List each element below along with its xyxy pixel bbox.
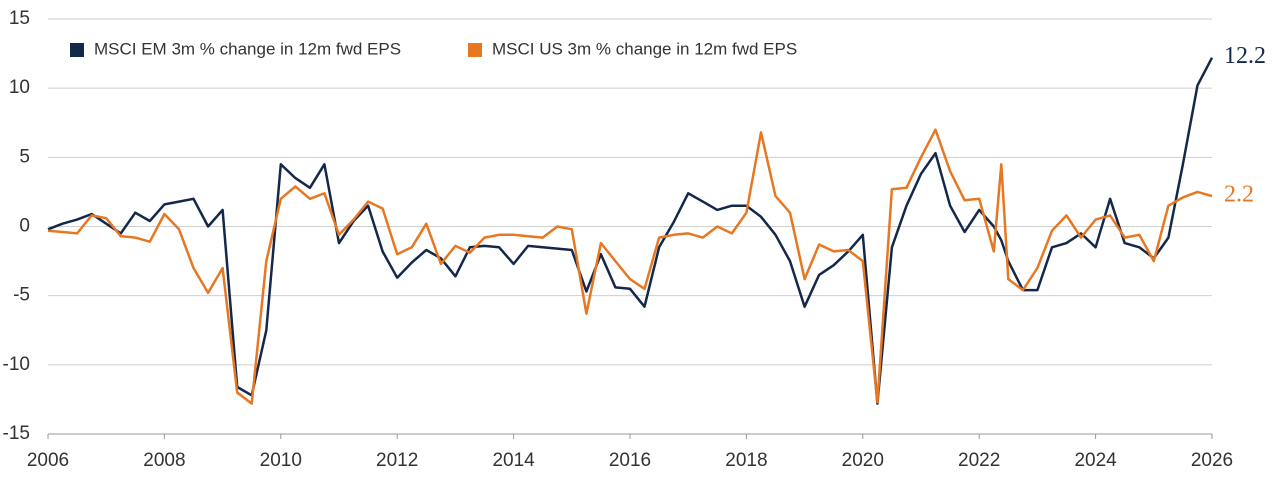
y-tick-label: 5 <box>19 146 30 167</box>
legend-label: MSCI US 3m % change in 12m fwd EPS <box>492 39 797 58</box>
x-tick-label: 2010 <box>260 450 302 471</box>
legend-swatch <box>468 43 482 57</box>
x-tick-label: 2012 <box>376 450 418 471</box>
y-tick-label: 10 <box>9 77 30 98</box>
end-value-label: 12.2 <box>1224 43 1266 69</box>
y-tick-label: 15 <box>9 8 30 29</box>
y-tick-label: -5 <box>13 285 30 306</box>
end-value-label: 2.2 <box>1224 182 1254 208</box>
x-tick-label: 2018 <box>725 450 767 471</box>
x-tick-label: 2026 <box>1191 450 1233 471</box>
legend-label: MSCI EM 3m % change in 12m fwd EPS <box>94 39 401 58</box>
y-tick-label: -15 <box>3 423 30 444</box>
x-tick-label: 2016 <box>609 450 651 471</box>
x-tick-label: 2020 <box>842 450 884 471</box>
x-tick-label: 2006 <box>27 450 69 471</box>
y-tick-label: -10 <box>3 354 30 375</box>
x-tick-label: 2024 <box>1074 450 1117 471</box>
x-tick-label: 2008 <box>143 450 185 471</box>
series-line <box>47 57 1214 405</box>
x-tick-label: 2014 <box>492 450 535 471</box>
series-line <box>47 128 1213 405</box>
x-tick-label: 2022 <box>958 450 1000 471</box>
y-tick-label: 0 <box>19 216 30 237</box>
legend-swatch <box>70 43 84 57</box>
